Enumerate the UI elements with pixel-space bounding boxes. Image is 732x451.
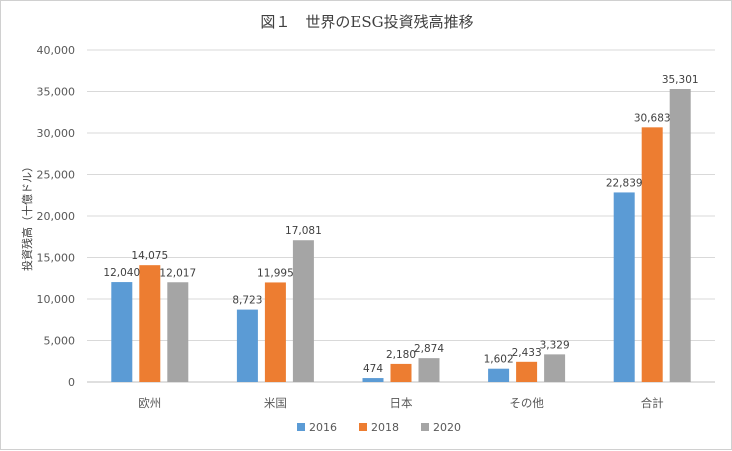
legend-label: 2020 xyxy=(433,421,461,434)
category-label: その他 xyxy=(509,396,544,410)
data-label: 2,874 xyxy=(414,343,444,355)
bar-2020 xyxy=(167,282,189,382)
y-tick-label: 25,000 xyxy=(37,169,76,182)
y-tick-label: 10,000 xyxy=(37,293,76,306)
data-label: 8,723 xyxy=(232,295,262,307)
bar-2020 xyxy=(669,89,691,382)
x-axis-categories: 欧州 米国 日本 その他 合計 xyxy=(138,396,663,410)
bar-2018 xyxy=(264,282,286,382)
legend-swatch xyxy=(421,423,429,431)
y-axis-ticks: 0 5,000 10,000 15,000 20,000 25,000 30,000 35,0… xyxy=(37,44,76,389)
bar-2020 xyxy=(544,354,566,382)
data-label: 2,433 xyxy=(512,347,542,359)
y-axis-label: 投資残高（十億ドル） xyxy=(20,161,34,271)
legend-label: 2018 xyxy=(371,421,399,434)
data-label: 14,075 xyxy=(131,250,168,262)
bar-2016 xyxy=(362,378,384,382)
bar-2016 xyxy=(236,309,258,382)
category-label: 米国 xyxy=(264,396,287,410)
data-label: 474 xyxy=(363,363,383,375)
bar-2018 xyxy=(139,265,161,382)
legend-swatch xyxy=(297,423,305,431)
y-tick-label: 40,000 xyxy=(37,44,76,57)
data-label: 17,081 xyxy=(285,225,322,237)
bars xyxy=(111,89,691,382)
data-label: 12,040 xyxy=(103,267,140,279)
y-tick-label: 30,000 xyxy=(37,127,76,140)
data-label: 2,180 xyxy=(386,349,416,361)
chart-title: 図１ 世界のESG投資残高推移 xyxy=(260,13,473,31)
data-label: 35,301 xyxy=(662,74,699,86)
y-tick-label: 35,000 xyxy=(37,86,76,99)
y-tick-label: 15,000 xyxy=(37,252,76,265)
category-label: 欧州 xyxy=(138,396,161,410)
bar-2018 xyxy=(390,363,412,382)
bar-2020 xyxy=(418,358,440,382)
legend: 2016 2018 2020 xyxy=(297,421,461,434)
data-label: 1,602 xyxy=(484,354,514,366)
data-label: 22,839 xyxy=(606,177,643,189)
data-label: 3,329 xyxy=(540,339,570,351)
bar-2020 xyxy=(292,240,314,382)
data-labels: 12,04014,07512,0178,72311,99517,0814742,… xyxy=(103,74,698,375)
legend-swatch xyxy=(359,423,367,431)
data-label: 12,017 xyxy=(159,267,196,279)
bar-2016 xyxy=(613,192,635,382)
gridlines xyxy=(87,49,715,383)
bar-2018 xyxy=(516,361,538,382)
bar-2016 xyxy=(111,282,133,382)
y-tick-label: 5,000 xyxy=(44,335,76,348)
y-tick-label: 0 xyxy=(68,376,75,389)
bar-2016 xyxy=(488,368,510,382)
bar-2018 xyxy=(641,127,663,382)
category-label: 合計 xyxy=(641,396,664,410)
legend-label: 2016 xyxy=(309,421,337,434)
data-label: 30,683 xyxy=(634,112,671,124)
y-tick-label: 20,000 xyxy=(37,210,76,223)
category-label: 日本 xyxy=(390,396,413,410)
data-label: 11,995 xyxy=(257,267,294,279)
